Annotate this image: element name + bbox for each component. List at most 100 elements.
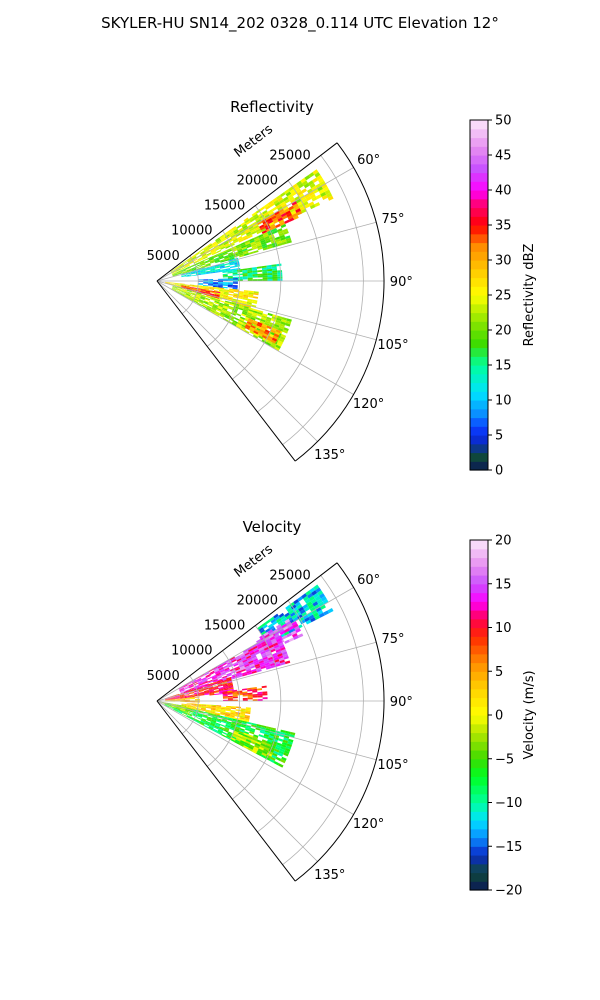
field-cell (262, 644, 269, 649)
field-cell (236, 302, 242, 306)
field-cell (199, 260, 205, 263)
field-cell (227, 695, 233, 698)
field-cell (273, 734, 280, 739)
field-cell (265, 318, 271, 323)
field-cell (230, 712, 236, 715)
colorbar-segment (470, 618, 488, 629)
field-cell (278, 642, 284, 647)
field-cell (236, 735, 243, 739)
field-cell (241, 245, 247, 249)
field-cell (264, 213, 270, 219)
field-cell (246, 301, 252, 305)
field-cell (263, 222, 269, 227)
field-cell (254, 328, 260, 333)
field-cell (230, 669, 236, 673)
field-cell (215, 709, 221, 712)
field-cell (262, 697, 268, 700)
field-cell (259, 224, 265, 229)
field-cell (272, 230, 278, 234)
field-cell (284, 198, 291, 204)
field-cell (215, 291, 221, 294)
field-cell (185, 266, 191, 270)
field-cell (201, 266, 207, 269)
field-cell (251, 304, 257, 308)
field-cell (200, 674, 206, 678)
field-cell (230, 710, 236, 713)
colorbar-tick-label: −10 (495, 796, 522, 811)
colorbar-segment (470, 837, 488, 847)
field-cell (206, 717, 212, 720)
field-cell (244, 652, 250, 657)
field-cell (254, 744, 260, 749)
field-cell (286, 632, 293, 638)
field-cell (284, 208, 290, 213)
field-cell (263, 658, 269, 663)
field-cell (219, 287, 225, 290)
field-cell (280, 333, 287, 339)
field-cell (169, 705, 174, 709)
field-cell (184, 263, 190, 267)
field-cell (191, 274, 197, 277)
field-cell (266, 316, 272, 321)
field-cell (195, 289, 201, 292)
field-cell (264, 237, 271, 242)
field-cell (189, 697, 195, 699)
range-ring (282, 155, 364, 446)
field-cell (299, 609, 306, 615)
field-cell (267, 312, 273, 317)
field-cell (265, 215, 272, 221)
field-cell (199, 285, 205, 287)
field-cell (280, 321, 286, 326)
field-cell (166, 702, 172, 704)
field-cell (235, 709, 241, 712)
field-cell (171, 288, 176, 292)
field-cell (224, 668, 230, 672)
field-cell (216, 720, 222, 724)
field-cell (187, 259, 193, 263)
field-cell (256, 218, 262, 224)
field-cell (227, 717, 233, 720)
field-cell (220, 707, 226, 710)
field-cell (228, 253, 234, 257)
field-cell (267, 270, 273, 274)
field-cell (255, 217, 261, 222)
field-cell (239, 717, 245, 720)
field-cell (304, 616, 311, 622)
field-cell (209, 288, 215, 291)
field-cell (192, 713, 198, 716)
field-cell (234, 262, 240, 265)
field-cell (215, 712, 221, 715)
field-cell (181, 285, 187, 288)
field-cell (179, 694, 185, 697)
field-cell (245, 241, 251, 246)
field-cell (172, 274, 178, 277)
field-cell (276, 342, 283, 347)
field-cell (248, 216, 254, 221)
field-cell (243, 732, 249, 736)
field-cell (214, 312, 220, 316)
field-cell (243, 650, 249, 655)
field-cell (252, 246, 258, 250)
field-cell (247, 275, 253, 278)
field-cell (205, 711, 211, 714)
field-cell (189, 695, 195, 697)
field-cell (199, 261, 205, 264)
field-cell (211, 706, 217, 709)
field-cell (228, 293, 234, 296)
field-cell (241, 723, 247, 727)
colorbar-segment (470, 155, 488, 165)
field-cell (199, 684, 205, 688)
colorbar-segment (470, 671, 488, 681)
field-cell (263, 646, 270, 651)
field-cell (269, 646, 275, 651)
field-cell (203, 683, 209, 686)
field-cell (186, 705, 192, 707)
field-cell (273, 750, 279, 755)
field-cell (176, 271, 182, 274)
theta-tick-label: 105° (377, 338, 408, 353)
field-cell (227, 732, 233, 736)
field-cell (297, 596, 304, 602)
field-cell (189, 691, 194, 694)
field-cell (214, 724, 220, 728)
field-cell (284, 219, 290, 224)
